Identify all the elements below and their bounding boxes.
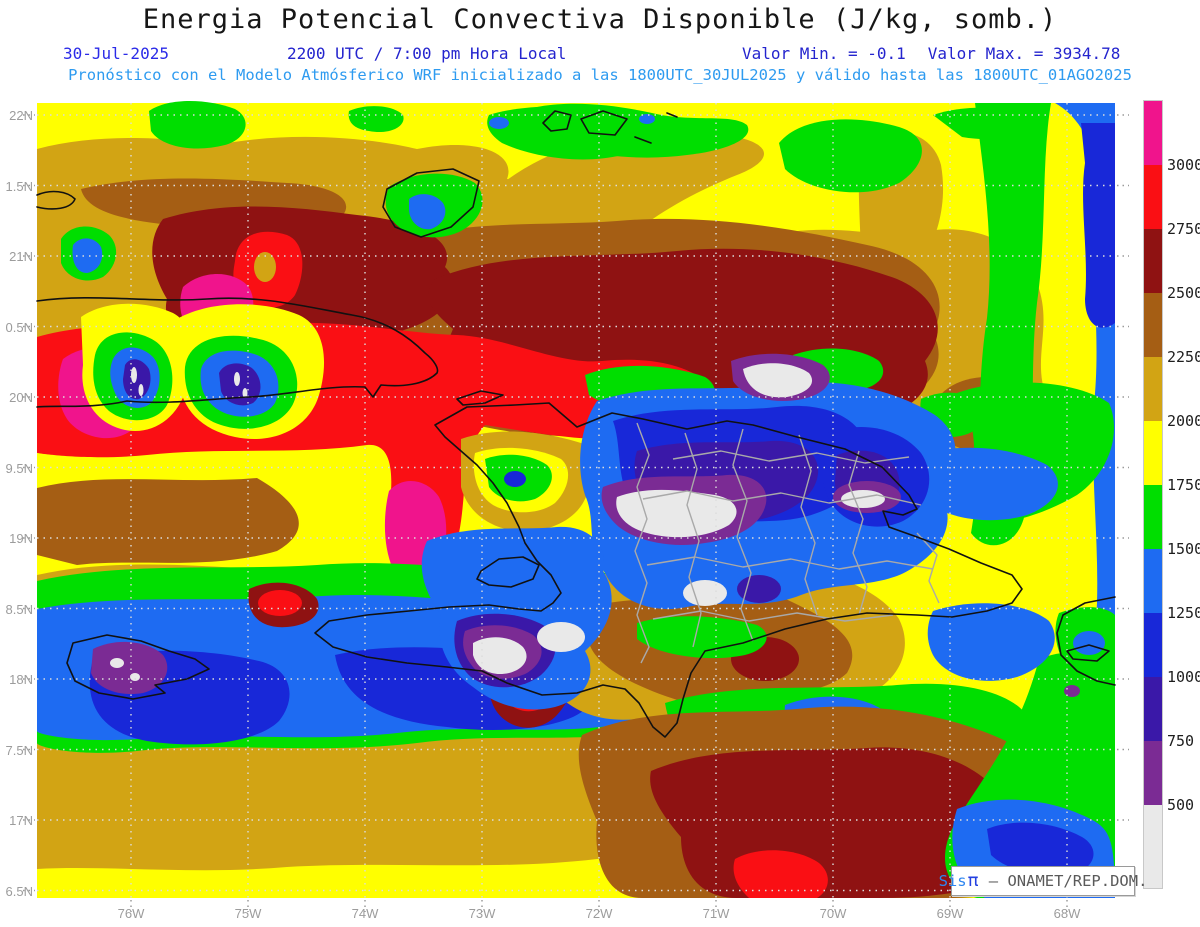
lat-label: 8.5N [5, 602, 33, 617]
colorbar-band [1144, 677, 1162, 741]
lon-label: 75W [234, 906, 262, 921]
lon-label: 74W [351, 906, 379, 921]
lat-label: 20N [9, 390, 33, 405]
colorbar-tick: 500 [1167, 796, 1195, 814]
colorbar-tick: 1500 [1167, 540, 1200, 558]
colorbar-tick: 1000 [1167, 668, 1200, 686]
minmax-values: Valor Min. = -0.1 Valor Max. = 3934.78 [742, 44, 1120, 63]
colorbar-tick: 750 [1167, 732, 1195, 750]
lon-label: 76W [117, 906, 145, 921]
pi-logo-icon: π [967, 870, 979, 891]
lat-label: 1.5N [5, 179, 33, 194]
colorbar-tick: 1250 [1167, 604, 1200, 622]
coastlines [36, 110, 1116, 738]
lon-label: 71W [702, 906, 730, 921]
lon-label: 73W [468, 906, 496, 921]
colorbar-band [1144, 421, 1162, 485]
lon-label: 69W [936, 906, 964, 921]
lat-label: 19N [9, 531, 33, 546]
saona-island [1066, 644, 1110, 662]
colorbar-tick: 2250 [1167, 348, 1200, 366]
tortue-island [456, 390, 504, 406]
watermark-badge: Sis π – ONAMET/REP.DOM. [939, 866, 1147, 896]
colorbar-band [1144, 485, 1162, 549]
colorbar-band [1144, 613, 1162, 677]
valor-min: Valor Min. = -0.1 [742, 44, 906, 63]
colorbar-tick: 1750 [1167, 476, 1200, 494]
colorbar-band [1144, 165, 1162, 229]
colorbar-tick: 2750 [1167, 220, 1200, 238]
colorbar-band [1144, 357, 1162, 421]
lat-label: 0.5N [5, 320, 33, 335]
lat-label: 7.5N [5, 743, 33, 758]
gonave-island [476, 556, 540, 588]
watermark-source: – ONAMET/REP.DOM. [988, 872, 1148, 890]
cuba-north-hook [36, 190, 76, 210]
colorbar-band [1144, 293, 1162, 357]
axis-ticks [23, 114, 1129, 912]
colorbar-tick: 2500 [1167, 284, 1200, 302]
lat-label: 17N [9, 813, 33, 828]
valor-max: Valor Max. = 3934.78 [927, 44, 1121, 63]
run-time: 2200 UTC / 7:00 pm Hora Local [287, 44, 567, 63]
lat-label: 9.5N [5, 461, 33, 476]
puerto-rico-coast [1056, 596, 1116, 686]
contour-fills [37, 101, 1115, 898]
colorbar-band [1144, 549, 1162, 613]
great-inagua-coast [382, 168, 480, 238]
cape-map-canvas [23, 101, 1129, 912]
colorbar-tick: 2000 [1167, 412, 1200, 430]
lat-label: 6.5N [5, 884, 33, 899]
cape-colorbar [1143, 100, 1163, 889]
lat-label: 18N [9, 672, 33, 687]
run-date: 30-Jul-2025 [63, 44, 169, 63]
lon-label: 68W [1053, 906, 1081, 921]
cuba-coast [36, 297, 439, 408]
graticule-grid [37, 103, 1115, 898]
forecast-line: Pronóstico con el Modelo Atmósferico WRF… [68, 66, 1132, 84]
colorbar-band [1144, 101, 1162, 165]
watermark-brand: Sis [938, 872, 967, 890]
lat-label: 21N [9, 249, 33, 264]
lat-label: 22N [9, 108, 33, 123]
lon-label: 72W [585, 906, 613, 921]
colorbar-band [1144, 741, 1162, 805]
page-title: Energia Potencial Convectiva Disponible … [142, 4, 1058, 35]
jamaica-coast [66, 634, 210, 700]
admin-boundaries [634, 422, 940, 664]
colorbar-tick: 3000 [1167, 156, 1200, 174]
colorbar-band [1144, 805, 1162, 888]
colorbar-band [1144, 229, 1162, 293]
turks-caicos-coast [542, 110, 678, 144]
lon-label: 70W [819, 906, 847, 921]
hispaniola-coast [314, 402, 1023, 738]
